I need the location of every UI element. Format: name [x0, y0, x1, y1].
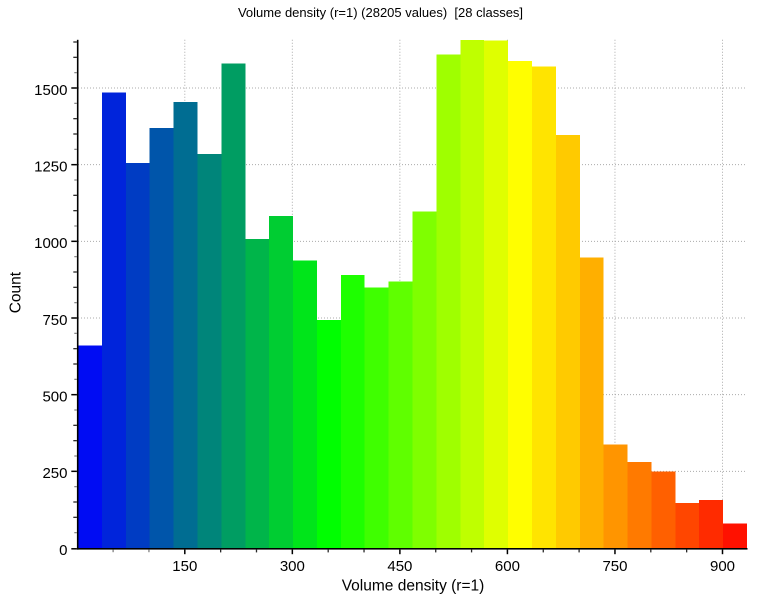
svg-text:150: 150 [172, 558, 197, 575]
svg-text:1250: 1250 [34, 158, 67, 175]
svg-text:750: 750 [42, 312, 67, 329]
svg-text:Volume density (r=1): Volume density (r=1) [342, 577, 485, 594]
svg-text:250: 250 [42, 465, 67, 482]
svg-text:0: 0 [59, 542, 67, 559]
svg-text:600: 600 [495, 558, 520, 575]
svg-text:450: 450 [387, 558, 412, 575]
svg-text:900: 900 [710, 558, 735, 575]
svg-text:1000: 1000 [34, 235, 67, 252]
svg-text:500: 500 [42, 388, 67, 405]
svg-text:Count: Count [7, 271, 24, 313]
svg-text:750: 750 [602, 558, 627, 575]
svg-text:1500: 1500 [34, 82, 67, 99]
svg-text:300: 300 [280, 558, 305, 575]
svg-text:Volume density (r=1) (28205 va: Volume density (r=1) (28205 values) [28 … [238, 5, 523, 20]
